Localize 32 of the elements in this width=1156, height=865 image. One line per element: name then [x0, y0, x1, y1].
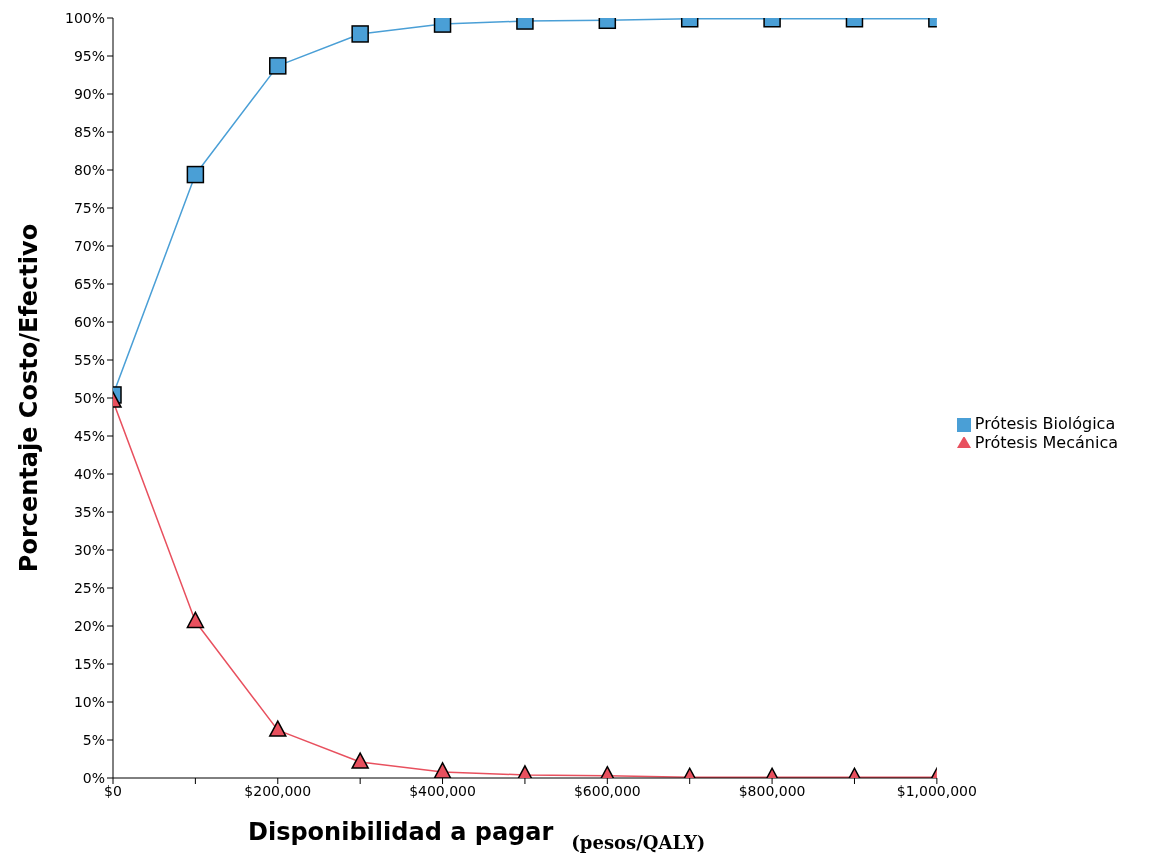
y-tick-label: 40% [73, 465, 105, 482]
y-tick-label: 75% [73, 199, 105, 216]
legend-label: Prótesis Biológica [974, 414, 1116, 433]
y-tick-label: 5% [82, 731, 105, 748]
x-tick-label: $200,000 [244, 782, 312, 799]
y-tick-label: 25% [73, 579, 105, 596]
y-tick-label: 100% [64, 9, 105, 26]
text: (pesos/QALY) [571, 832, 706, 853]
y-tick-label: 55% [73, 351, 105, 368]
x-tick-label: $0 [104, 782, 122, 799]
legend-label: Prótesis Mecánica [974, 433, 1118, 452]
y-tick-label: 0% [82, 769, 105, 786]
y-tick-label: 15% [73, 655, 105, 672]
y-tick-label: 65% [73, 275, 105, 292]
x-axis-title: Disponibilidad a pagar [248, 818, 554, 846]
y-tick-label: 50% [73, 389, 105, 406]
x-tick-label: $1,000,000 [896, 782, 977, 799]
y-tick-label: 20% [73, 617, 105, 634]
y-tick-label: 30% [73, 541, 105, 558]
x-tick-label: $400,000 [409, 782, 476, 799]
x-tick-label: $600,000 [573, 782, 641, 799]
y-tick-label: 95% [73, 47, 105, 64]
y-axis-title: Porcentaje Costo/Efectivo [14, 223, 43, 573]
y-tick-label: 85% [73, 123, 105, 140]
y-tick-label: 45% [73, 427, 105, 444]
y-tick-label: 90% [73, 85, 105, 102]
x-tick-label: $800,000 [738, 782, 806, 799]
y-tick-label: 70% [73, 237, 105, 254]
y-tick-label: 35% [73, 503, 105, 520]
y-tick-label: 60% [73, 313, 105, 330]
y-tick-label: 10% [73, 693, 105, 710]
y-tick-label: 80% [73, 161, 105, 178]
